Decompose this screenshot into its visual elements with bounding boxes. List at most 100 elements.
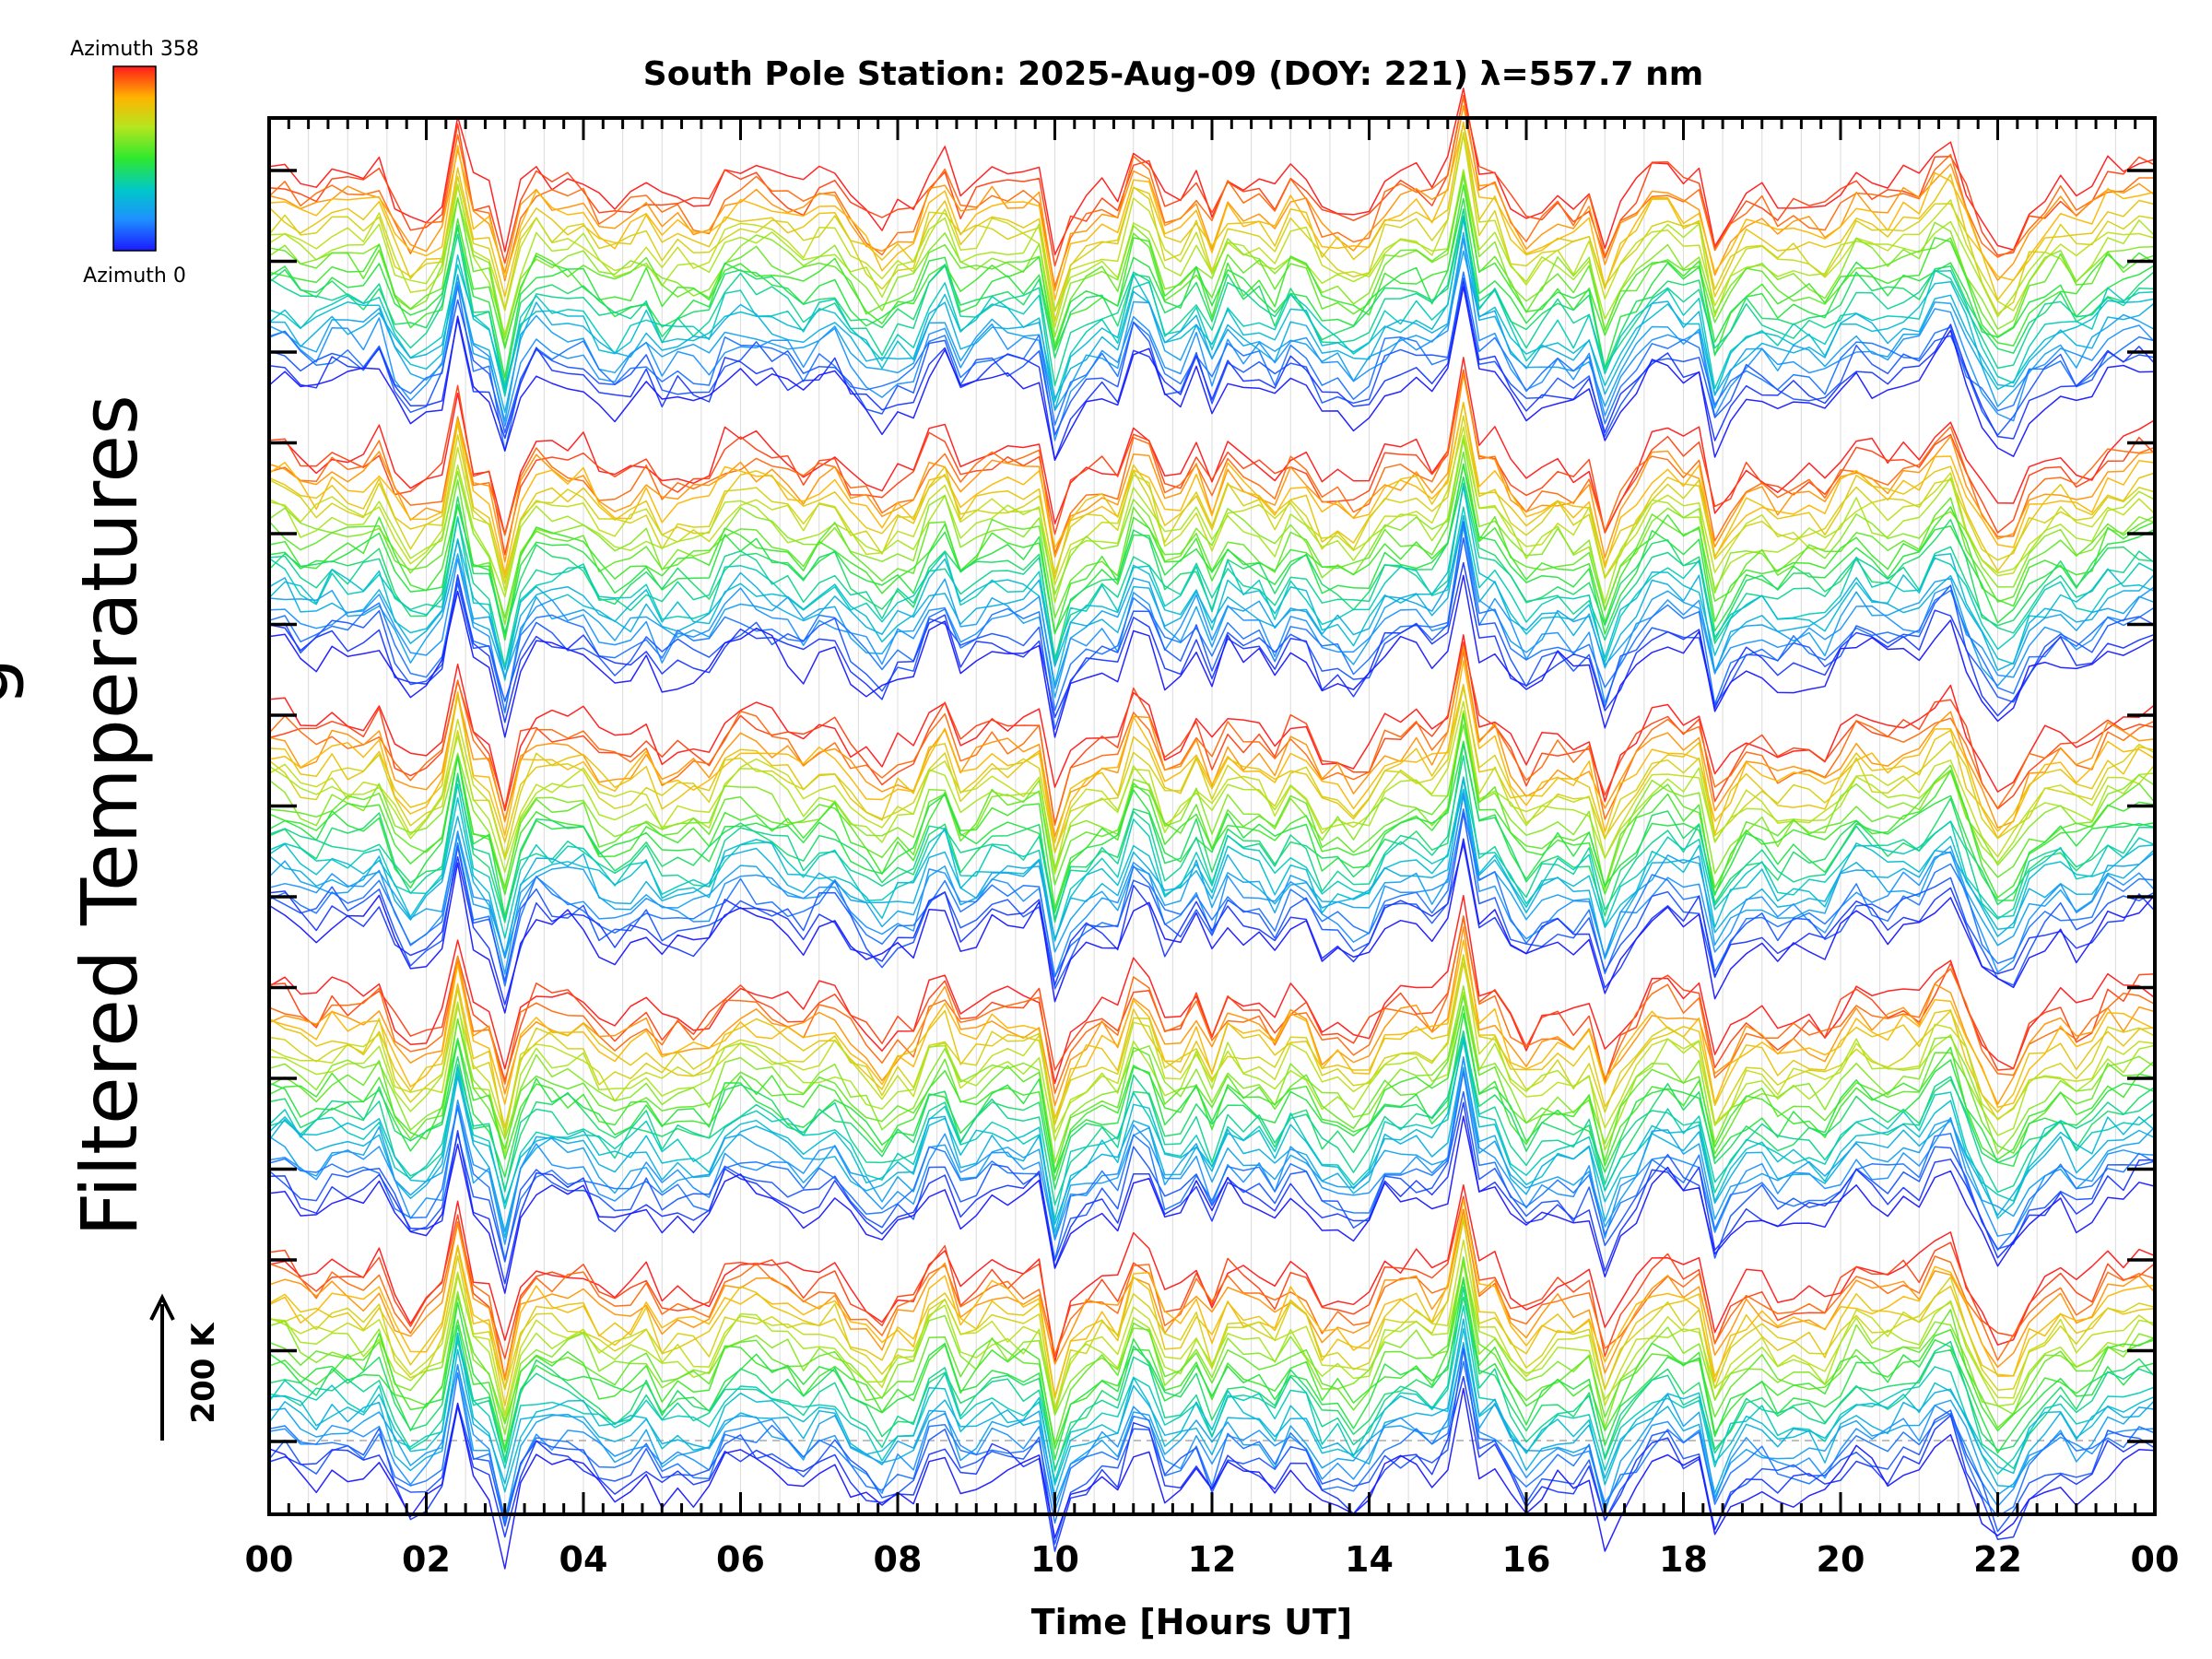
x-axis-label: Time [Hours UT] — [1031, 1602, 1353, 1642]
azimuth-trace — [268, 215, 2156, 385]
trace-group — [268, 894, 2156, 1294]
azimuth-trace — [268, 537, 2156, 730]
y-axis-label: Filtered Temperatures — [65, 394, 155, 1237]
azimuth-trace — [268, 1036, 2156, 1221]
azimuth-trace — [268, 1055, 2156, 1245]
azimuth-trace — [268, 953, 2156, 1136]
azimuth-trace — [268, 1296, 2156, 1472]
colorbar-min-label: Azimuth 0 — [83, 265, 186, 288]
azimuth-trace — [268, 426, 2156, 592]
trace-group — [268, 634, 2156, 1014]
azimuth-trace — [268, 710, 2156, 875]
azimuth-trace — [268, 755, 2156, 921]
x-tick-label: 02 — [402, 1539, 451, 1580]
scale-label: 200 K — [185, 1322, 222, 1424]
azimuth-trace — [268, 1040, 2156, 1233]
azimuth-trace — [268, 1209, 2156, 1382]
axes — [267, 116, 2157, 1516]
trace-group — [268, 1183, 2156, 1570]
azimuth-trace — [268, 1345, 2156, 1525]
azimuth-trace — [268, 1360, 2156, 1524]
azimuth-trace — [268, 778, 2156, 959]
azimuth-trace — [268, 713, 2156, 890]
azimuth-trace — [268, 369, 2156, 555]
azimuth-trace — [268, 451, 2156, 619]
azimuth-trace — [268, 280, 2156, 461]
azimuth-trace — [268, 197, 2156, 379]
azimuth-trace — [268, 634, 2156, 812]
azimuth-trace — [268, 1115, 2156, 1294]
x-tick-label: 10 — [1030, 1539, 1079, 1580]
azimuth-trace — [268, 521, 2156, 713]
azimuth-trace — [268, 915, 2156, 1094]
x-tick-label: 16 — [1502, 1539, 1551, 1580]
x-tick-label: 00 — [2131, 1539, 2180, 1580]
azimuth-trace — [268, 994, 2156, 1173]
azimuth-trace — [268, 700, 2156, 872]
azimuth-trace — [268, 277, 2156, 438]
azimuth-trace — [268, 1260, 2156, 1422]
x-tick-label: 12 — [1188, 1539, 1237, 1580]
azimuth-trace — [268, 991, 2156, 1156]
azimuth-trace — [268, 1318, 2156, 1497]
azimuth-trace — [268, 1218, 2156, 1406]
azimuth-trace — [268, 916, 2156, 1083]
azimuth-trace — [268, 1183, 2156, 1363]
x-tick-label: 18 — [1659, 1539, 1708, 1580]
azimuth-trace — [268, 985, 2156, 1164]
azimuth-trace — [268, 1261, 2156, 1435]
chart-title: South Pole Station: 2025-Aug-09 (DOY: 22… — [643, 55, 1703, 93]
azimuth-trace — [268, 134, 2156, 323]
azimuth-trace — [268, 838, 2156, 1014]
azimuth-trace — [268, 415, 2156, 584]
azimuth-trace — [268, 132, 2156, 328]
x-tick-label: 14 — [1345, 1539, 1394, 1580]
azimuth-trace — [268, 926, 2156, 1107]
azimuth-trace — [268, 1305, 2156, 1483]
azimuth-trace — [268, 1090, 2156, 1263]
colorbar-gradient — [112, 65, 157, 252]
azimuth-trace — [268, 1256, 2156, 1445]
x-tick-label: 20 — [1817, 1539, 1865, 1580]
trace-group — [268, 357, 2156, 738]
azimuth-trace — [268, 641, 2156, 825]
azimuth-trace — [268, 1066, 2156, 1239]
azimuth-trace — [268, 574, 2156, 738]
azimuth-trace — [268, 1387, 2156, 1570]
azimuth-trace — [268, 506, 2156, 681]
azimuth-trace — [268, 464, 2156, 638]
azimuth-trace — [268, 842, 2156, 1006]
azimuth-trace — [268, 1277, 2156, 1450]
azimuth-trace — [268, 94, 2156, 267]
trace-group — [268, 87, 2156, 461]
azimuth-trace — [268, 686, 2156, 858]
azimuth-trace — [268, 238, 2156, 441]
azimuth-trace — [268, 123, 2156, 301]
azimuth-trace — [268, 955, 2156, 1135]
azimuth-trace — [268, 1342, 2156, 1523]
scale-arrow-icon — [149, 1293, 175, 1321]
x-tick-label: 00 — [245, 1539, 294, 1580]
azimuth-trace — [268, 1327, 2156, 1493]
azimuth-trace — [268, 794, 2156, 975]
azimuth-trace — [268, 939, 2156, 1125]
azimuth-trace — [268, 812, 2156, 990]
azimuth-trace — [268, 525, 2156, 714]
azimuth-trace — [268, 514, 2156, 679]
azimuth-trace — [268, 1101, 2156, 1285]
colorbar-max-label: Azimuth 358 — [70, 38, 199, 61]
azimuth-trace — [268, 286, 2156, 461]
colorbar-legend: Azimuth 358 Azimuth 0 — [70, 38, 199, 288]
azimuth-trace — [268, 218, 2156, 403]
plot-area — [268, 87, 2156, 1570]
azimuth-trace — [268, 646, 2156, 838]
azimuth-trace — [268, 271, 2156, 453]
x-tick-label: 22 — [1973, 1539, 2022, 1580]
azimuth-trace — [268, 485, 2156, 686]
azimuth-trace — [268, 1035, 2156, 1192]
azimuth-trace — [268, 121, 2156, 312]
azimuth-trace — [268, 463, 2156, 641]
azimuth-trace — [268, 683, 2156, 843]
azimuth-trace — [268, 1030, 2156, 1206]
